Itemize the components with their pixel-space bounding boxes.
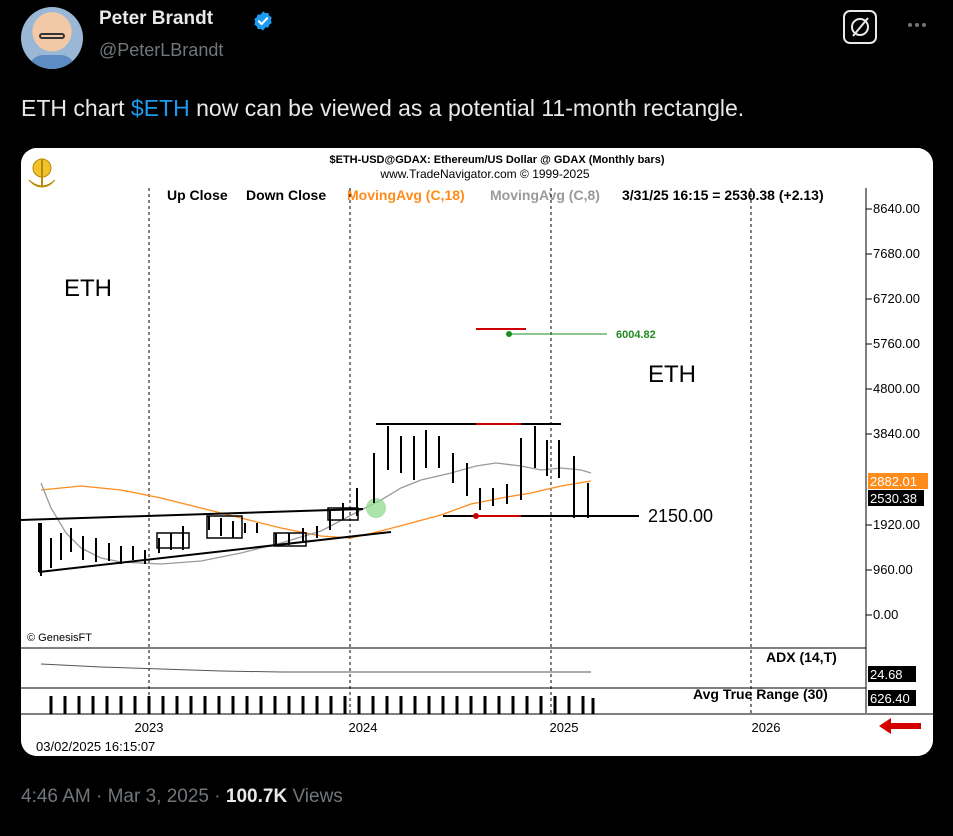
price-tick: 0.00	[873, 607, 898, 622]
price-tick: 8640.00	[873, 201, 920, 216]
target-dot	[506, 331, 512, 337]
atr-label: Avg True Range (30)	[693, 686, 828, 702]
tweet-time[interactable]: 4:46 AM	[21, 786, 91, 807]
year-label: 2024	[349, 720, 378, 735]
atr-value: 626.40	[870, 691, 910, 706]
red-left-arrow-icon	[879, 718, 921, 734]
rectangle-bottom-dot	[473, 513, 479, 519]
adx-value: 24.68	[870, 667, 903, 682]
adx-value-box	[868, 666, 916, 682]
label-eth-right: ETH	[648, 361, 696, 388]
chart-header-1: $ETH-USD@GDAX: Ethereum/US Dollar @ GDAX…	[330, 154, 665, 166]
price-tick: 5760.00	[873, 336, 920, 351]
eth-chart: $ETH-USD@GDAX: Ethereum/US Dollar @ GDAX…	[21, 148, 933, 756]
year-label: 2023	[135, 720, 164, 735]
tweet-text: ETH chart $ETH now can be viewed as a po…	[21, 95, 744, 122]
legend-ma8: MovingAvg (C,8)	[490, 187, 600, 203]
triangle-pattern	[21, 508, 392, 573]
price-tick: 960.00	[873, 562, 913, 577]
tweet-text-after: now can be viewed as a potential 11-mont…	[189, 95, 745, 121]
price-tick: 1920.00	[873, 517, 920, 532]
price-tick: 3840.00	[873, 426, 920, 441]
views-count: 100.7K	[225, 786, 288, 807]
verified-badge-icon	[254, 11, 272, 31]
price-tick: 6720.00	[873, 291, 920, 306]
legend-down-close: Down Close	[246, 187, 326, 203]
label-eth-left: ETH	[64, 275, 112, 302]
breakout-marker	[366, 498, 386, 518]
tweet-date[interactable]: Mar 3, 2025	[107, 786, 210, 807]
chart-timestamp: 03/02/2025 16:15:07	[36, 739, 155, 754]
meta-sep: ·	[96, 786, 103, 807]
avatar-shirt	[29, 55, 75, 69]
ma18-line	[40, 480, 592, 539]
price-tick: 7680.00	[873, 246, 920, 261]
tweet-meta: 4:46 AM · Mar 3, 2025 · 100.7K Views	[21, 786, 343, 808]
more-icon[interactable]	[902, 14, 932, 36]
adx-line	[40, 663, 591, 673]
target-label: 6004.82	[616, 329, 656, 341]
year-label: 2026	[752, 720, 781, 735]
views-label: Views	[292, 786, 343, 807]
level-label: 2150.00	[648, 506, 713, 526]
tweet-text-before: ETH chart	[21, 95, 131, 121]
author-handle[interactable]: @PeterLBrandt	[99, 40, 224, 60]
year-label: 2025	[550, 720, 579, 735]
meta-sep: ·	[214, 786, 221, 807]
tradenavigator-logo-icon	[28, 158, 56, 188]
price-tick: 4800.00	[873, 381, 920, 396]
price-tag-ma	[868, 473, 928, 489]
rectangle-boxes	[156, 507, 359, 549]
atr-value-box	[868, 690, 916, 706]
tweet-image[interactable]: $ETH-USD@GDAX: Ethereum/US Dollar @ GDAX…	[21, 148, 933, 756]
grok-icon	[851, 17, 869, 37]
price-bars	[40, 426, 589, 576]
legend-up-close: Up Close	[167, 187, 228, 203]
price-tag-last-text: 2530.38	[870, 491, 917, 506]
atr-bars	[49, 696, 595, 714]
price-axis: 8640.00 7680.00 6720.00 5760.00 4800.00 …	[866, 201, 920, 622]
author-name[interactable]: Peter Brandt	[99, 8, 214, 29]
legend-ma18: MovingAvg (C,18)	[347, 187, 465, 203]
avatar-glasses	[39, 33, 65, 39]
grok-button[interactable]	[843, 10, 877, 44]
legend-last: 3/31/25 16:15 = 2530.38 (+2.13)	[622, 187, 824, 203]
chart-header-2: www.TradeNavigator.com © 1999-2025	[379, 167, 589, 181]
price-tag-last	[868, 490, 924, 506]
cashtag-link[interactable]: $ETH	[130, 95, 190, 121]
price-tag-ma-text: 2882.01	[870, 474, 917, 489]
adx-label: ADX (14,T)	[766, 649, 837, 665]
copyright-label: © GenesisFT	[27, 632, 92, 644]
avatar[interactable]	[21, 7, 83, 69]
